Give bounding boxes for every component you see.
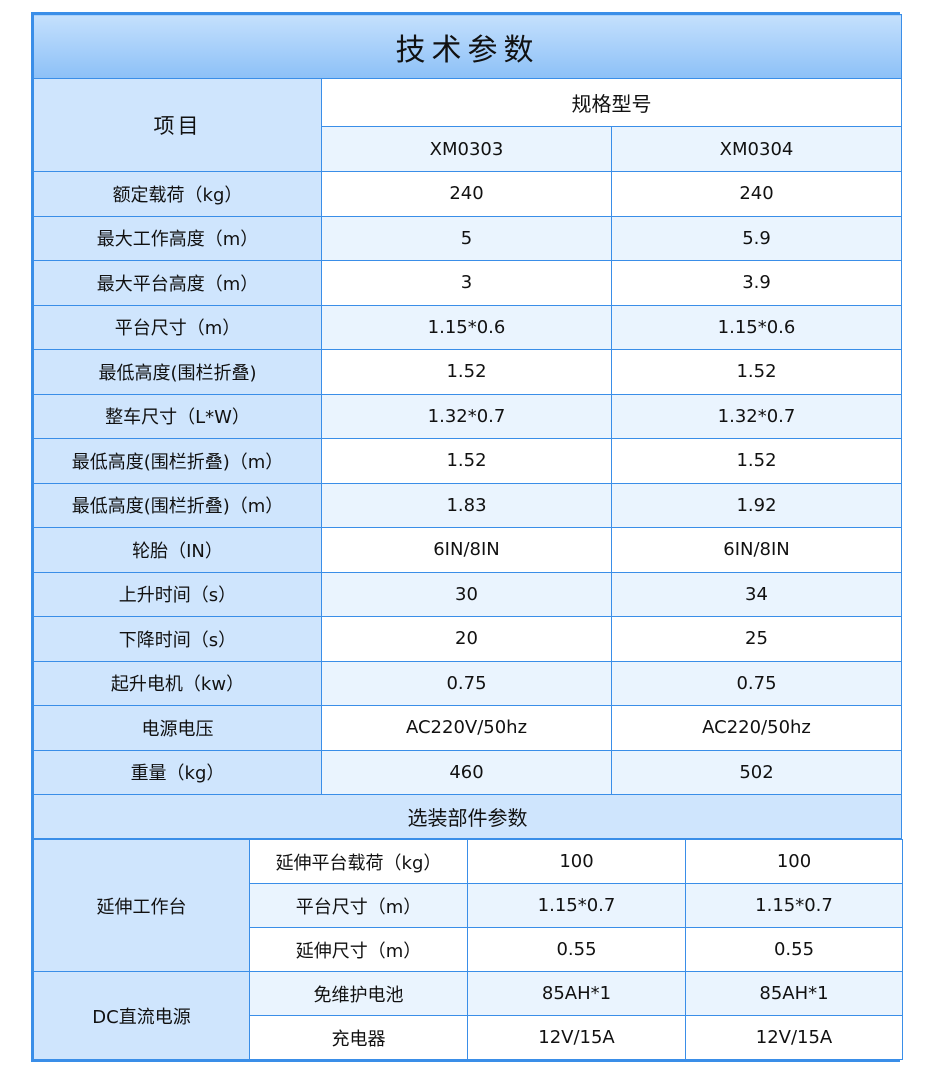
- value-cell: 30: [321, 571, 612, 617]
- value-cell: 20: [321, 616, 612, 662]
- value-cell: 240: [610, 171, 903, 217]
- row-label: 电源电压: [33, 705, 322, 751]
- value-cell: 85AH*1: [467, 971, 686, 1016]
- value-cell: 1.15*0.6: [610, 304, 903, 350]
- table-row: 上升时间（s） 30 34: [33, 571, 903, 617]
- table-row: 轮胎（IN） 6IN/8IN 6IN/8IN: [33, 527, 903, 573]
- option-label: 延伸平台载荷（kg）: [249, 839, 468, 884]
- value-cell: 502: [610, 749, 903, 795]
- row-label: 轮胎（IN）: [33, 527, 322, 573]
- table-row: 额定载荷（kg） 240 240: [33, 171, 903, 217]
- table-row: 最大工作高度（m） 5 5.9: [33, 215, 903, 261]
- table-row: 下降时间（s） 20 25: [33, 616, 903, 662]
- option-label: 延伸尺寸（m）: [249, 927, 468, 972]
- value-cell: 6IN/8IN: [610, 527, 903, 573]
- value-cell: 3: [321, 260, 612, 306]
- row-label: 最低高度(围栏折叠)（m）: [33, 438, 322, 484]
- value-cell: 100: [685, 839, 903, 884]
- value-cell: AC220/50hz: [610, 705, 903, 751]
- value-cell: 1.52: [321, 349, 612, 395]
- row-label: 整车尺寸（L*W）: [33, 393, 322, 439]
- value-cell: 1.32*0.7: [610, 393, 903, 439]
- value-cell: AC220V/50hz: [321, 705, 612, 751]
- option-row: 平台尺寸（m） 1.15*0.7 1.15*0.7: [34, 883, 903, 928]
- table-row: 最低高度(围栏折叠)（m） 1.83 1.92: [33, 482, 903, 528]
- table-row: 整车尺寸（L*W） 1.32*0.7 1.32*0.7: [33, 393, 903, 439]
- row-label: 平台尺寸（m）: [33, 304, 322, 350]
- value-cell: 1.52: [610, 438, 903, 484]
- row-label: 额定载荷（kg）: [33, 171, 322, 217]
- value-cell: 5: [321, 215, 612, 261]
- table-row: 重量（kg） 460 502: [33, 749, 903, 795]
- value-cell: 34: [610, 571, 903, 617]
- table-row: 平台尺寸（m） 1.15*0.6 1.15*0.6: [33, 304, 903, 350]
- option-label: 平台尺寸（m）: [249, 883, 468, 928]
- table-title: 技术参数: [32, 14, 903, 79]
- group-label: DC直流电源: [33, 971, 250, 1060]
- value-cell: 12V/15A: [467, 1015, 686, 1060]
- table-row: 起升电机（kw） 0.75 0.75: [33, 660, 903, 706]
- value-cell: 0.55: [467, 927, 686, 972]
- value-cell: 6IN/8IN: [321, 527, 612, 573]
- value-cell: 12V/15A: [685, 1015, 903, 1060]
- table-row: 最低高度(围栏折叠)（m） 1.52 1.52: [33, 438, 903, 484]
- option-row: 延伸尺寸（m） 0.55 0.55: [34, 927, 903, 972]
- value-cell: 25: [610, 616, 903, 662]
- row-label: 最低高度(围栏折叠): [33, 349, 322, 395]
- value-cell: 1.15*0.7: [467, 883, 686, 928]
- item-header: 项目: [33, 78, 322, 172]
- option-label: 免维护电池: [249, 971, 468, 1016]
- table-row: 电源电压 AC220V/50hz AC220/50hz: [33, 705, 903, 751]
- table-row: 最低高度(围栏折叠) 1.52 1.52: [33, 349, 903, 395]
- value-cell: 240: [321, 171, 612, 217]
- row-label: 最大平台高度（m）: [33, 260, 322, 306]
- row-label: 最低高度(围栏折叠)（m）: [33, 482, 322, 528]
- row-label: 起升电机（kw）: [33, 660, 322, 706]
- value-cell: 1.32*0.7: [321, 393, 612, 439]
- value-cell: 1.52: [321, 438, 612, 484]
- value-cell: 1.92: [610, 482, 903, 528]
- model-header: XM0304: [610, 126, 903, 172]
- value-cell: 85AH*1: [685, 971, 903, 1016]
- row-label: 重量（kg）: [33, 749, 322, 795]
- value-cell: 0.75: [610, 660, 903, 706]
- value-cell: 5.9: [610, 215, 903, 261]
- value-cell: 1.15*0.6: [321, 304, 612, 350]
- option-row: 充电器 12V/15A 12V/15A: [34, 1015, 903, 1060]
- value-cell: 1.83: [321, 482, 612, 528]
- group-label: 延伸工作台: [33, 839, 250, 972]
- spec-header: 规格型号: [320, 78, 903, 127]
- value-cell: 1.52: [610, 349, 903, 395]
- option-row: 延伸工作台 延伸平台载荷（kg） 100 100: [33, 839, 903, 972]
- model-header: XM0303: [321, 126, 612, 172]
- value-cell: 0.55: [685, 927, 903, 972]
- spec-table: 技术参数 项目 规格型号 XM0303 XM0304 额定载荷（kg） 240 24…: [31, 12, 903, 1062]
- row-label: 最大工作高度（m）: [33, 215, 322, 261]
- value-cell: 100: [467, 839, 686, 884]
- row-label: 下降时间（s）: [33, 616, 322, 662]
- row-label: 上升时间（s）: [33, 571, 322, 617]
- value-cell: 3.9: [610, 260, 903, 306]
- option-label: 充电器: [249, 1015, 468, 1060]
- options-title: 选装部件参数: [32, 794, 903, 839]
- table-row: 最大平台高度（m） 3 3.9: [33, 260, 903, 306]
- value-cell: 0.75: [321, 660, 612, 706]
- option-row: DC直流电源 免维护电池 85AH*1 85AH*1: [33, 971, 903, 1060]
- value-cell: 460: [321, 749, 612, 795]
- value-cell: 1.15*0.7: [685, 883, 903, 928]
